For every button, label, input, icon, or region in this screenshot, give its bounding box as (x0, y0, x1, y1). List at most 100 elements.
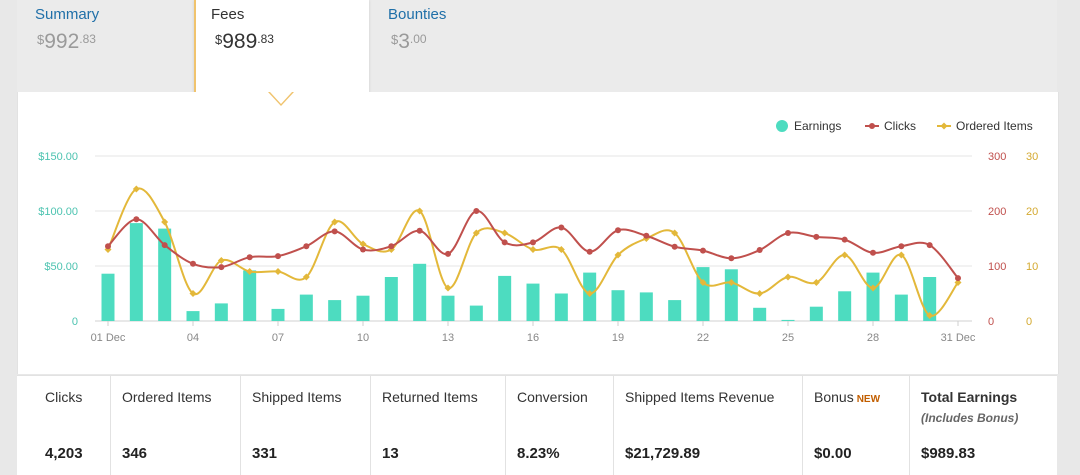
y-right-tick-label: 0 (1026, 316, 1032, 328)
clicks-point (700, 247, 706, 254)
earnings-bar (894, 294, 908, 321)
legend-label: Ordered Items (956, 119, 1033, 133)
clicks-point (785, 230, 791, 236)
y-left-tick-label: $50.00 (44, 261, 78, 273)
ordered-items-point (161, 218, 169, 226)
legend-ordered-marker (940, 122, 948, 130)
stat-value: 4,203 (45, 445, 83, 462)
currency-symbol: $ (391, 32, 399, 47)
earnings-bar (554, 293, 568, 321)
earnings-bar (866, 272, 880, 321)
stats-bar: Clicks 4,203 Ordered Items 346 Shipped I… (17, 375, 1057, 475)
clicks-point (728, 255, 735, 262)
amount-whole: 3 (398, 30, 410, 53)
earnings-bar (526, 283, 540, 321)
earnings-bar (469, 305, 483, 321)
x-tick-label: 04 (187, 332, 199, 344)
clicks-point (275, 253, 281, 260)
ordered-items-point (869, 284, 877, 292)
tab-fees-label: Fees (211, 6, 245, 23)
stat-conversion: Conversion 8.23% (506, 376, 614, 475)
x-tick-label: 19 (612, 332, 624, 344)
ordered-items-point (302, 273, 310, 281)
stat-label: Shipped Items Revenue (625, 389, 775, 405)
clicks-point (246, 254, 253, 261)
tab-summary-amount: $992.83 (37, 30, 96, 54)
ordered-items-point (699, 279, 707, 286)
stat-clicks: Clicks 4,203 (17, 376, 111, 475)
x-tick-label: 01 Dec (91, 332, 126, 344)
y-left-tick-label: 0 (72, 316, 78, 328)
y-mid-tick-label: 300 (988, 151, 1006, 163)
stat-ordered-items: Ordered Items 346 (111, 376, 241, 475)
ordered-items-point (359, 240, 367, 248)
tab-bounties-amount: $3.00 (391, 30, 427, 54)
stat-shipped-items-revenue: Shipped Items Revenue $21,729.89 (614, 376, 803, 475)
clicks-point (841, 236, 848, 243)
earnings-bar (611, 290, 625, 321)
currency-symbol: $ (215, 32, 223, 47)
ordered-items-point (217, 257, 225, 264)
stat-label: Bonus NEW (814, 389, 880, 405)
amount-fraction: .83 (257, 32, 274, 46)
earnings-bar (328, 300, 342, 321)
chart-panel (17, 92, 1059, 374)
earnings-bar (186, 311, 200, 321)
clicks-point (303, 243, 310, 250)
earnings-bar (129, 223, 143, 321)
amount-fraction: .83 (79, 32, 96, 46)
stat-shipped-items: Shipped Items 331 (241, 376, 371, 475)
chart-axes: $150.00$100.00$50.0003002001000302010001… (38, 151, 1038, 344)
x-tick-label: 10 (357, 332, 369, 344)
clicks-point (218, 264, 225, 271)
stat-sublabel: (Includes Bonus) (921, 411, 1019, 425)
x-tick-label: 13 (442, 332, 454, 344)
ordered-items-point (501, 229, 509, 237)
earnings-bar (214, 303, 228, 321)
ordered-items-point (331, 218, 339, 226)
amount-whole: 989 (222, 30, 258, 53)
ordered-items-point (784, 273, 792, 281)
ordered-items-point (812, 279, 820, 286)
tab-fees[interactable]: Fees $989.83 (194, 0, 369, 97)
clicks-point (331, 228, 338, 235)
y-mid-tick-label: 0 (988, 316, 994, 328)
legend-clicks-marker (869, 123, 875, 129)
chart-lines (104, 185, 962, 319)
earnings-bar (724, 269, 738, 321)
ordered-items-point (586, 290, 594, 297)
earnings-bar (639, 292, 653, 321)
stat-value: 13 (382, 445, 399, 462)
earnings-bar (299, 294, 313, 321)
earnings-bar (753, 307, 767, 321)
clicks-point (615, 227, 621, 234)
chart-legend: Earnings Clicks Ordered Items (776, 119, 1033, 133)
earnings-bar (271, 308, 285, 321)
tab-summary[interactable]: Summary $992.83 (17, 0, 193, 92)
stat-bonus: Bonus NEW $0.00 (803, 376, 910, 475)
earnings-chart: $150.00$100.00$50.0003002001000302010001… (38, 119, 1038, 344)
legend-earnings-marker (776, 120, 788, 132)
clicks-point (190, 260, 196, 267)
ordered-items-point (274, 268, 282, 275)
ordered-items-point (472, 229, 480, 237)
active-tab-indicator (194, 0, 196, 97)
ordered-items-point (614, 251, 622, 259)
ordered-items-point (529, 246, 537, 253)
clicks-point (105, 243, 111, 250)
stat-label: Conversion (517, 389, 588, 405)
earnings-bar (384, 277, 398, 321)
ordered-items-point (416, 207, 424, 215)
tab-fees-amount: $989.83 (215, 30, 274, 54)
x-tick-label: 07 (272, 332, 284, 344)
clicks-point (473, 208, 480, 214)
ordered-items-point (444, 284, 452, 292)
ordered-items-point (671, 229, 679, 237)
earnings-bar (413, 263, 427, 321)
clicks-point (530, 239, 536, 246)
stat-value: 346 (122, 445, 148, 462)
tab-bounties[interactable]: Bounties $3.00 (371, 0, 547, 92)
y-mid-tick-label: 100 (988, 261, 1006, 273)
new-badge: NEW (856, 394, 881, 405)
stat-label-text: Bonus (814, 389, 854, 405)
